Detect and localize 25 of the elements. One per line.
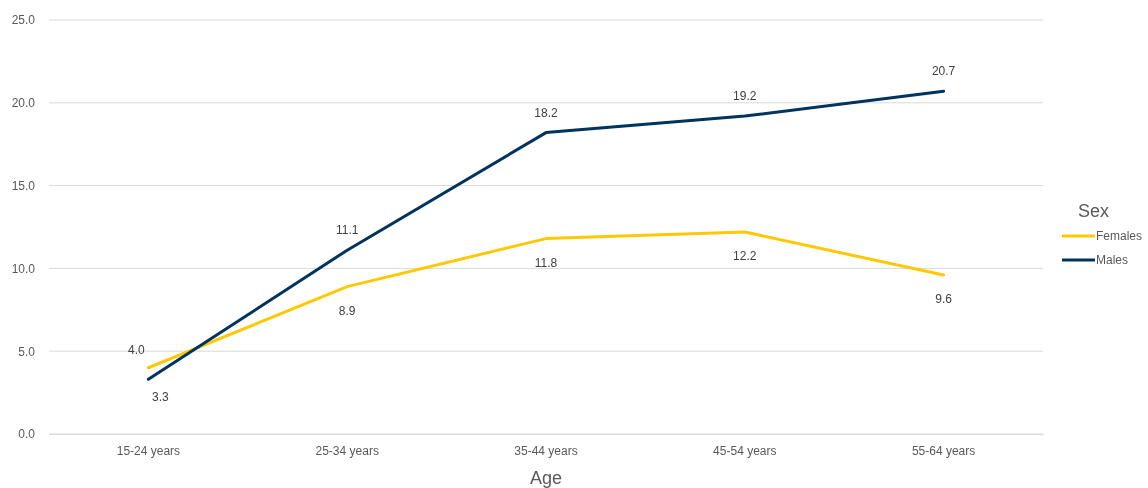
x-tick-label: 55-64 years xyxy=(911,443,976,458)
y-tick-label: 15.0 xyxy=(11,178,36,193)
y-tick-label: 5.0 xyxy=(18,344,36,359)
data-label: 12.2 xyxy=(733,248,757,263)
y-tick-label: 20.0 xyxy=(11,96,36,111)
x-tick-label: 25-34 years xyxy=(315,443,379,458)
legend-label: Males xyxy=(1096,253,1129,267)
x-axis-title: Age xyxy=(529,468,563,488)
y-tick-label: 25.0 xyxy=(11,13,36,28)
legend-title: Sex xyxy=(1078,201,1110,221)
data-label: 11.8 xyxy=(534,255,558,270)
y-tick-label: 10.0 xyxy=(11,261,36,276)
data-label: 8.9 xyxy=(338,303,356,318)
x-tick-label: 15-24 years xyxy=(116,443,181,458)
data-label: 3.3 xyxy=(152,390,170,405)
data-label: 11.1 xyxy=(335,223,359,238)
data-label: 9.6 xyxy=(935,292,953,307)
legend-label: Females xyxy=(1096,229,1143,243)
x-tick-label: 45-54 years xyxy=(713,443,777,458)
y-tick-label: 0.0 xyxy=(18,427,36,442)
data-label: 19.2 xyxy=(733,89,757,104)
data-label: 20.7 xyxy=(931,64,956,79)
x-tick-label: 35-44 years xyxy=(514,443,578,458)
data-label: 18.2 xyxy=(534,105,558,120)
data-label: 4.0 xyxy=(128,342,146,357)
